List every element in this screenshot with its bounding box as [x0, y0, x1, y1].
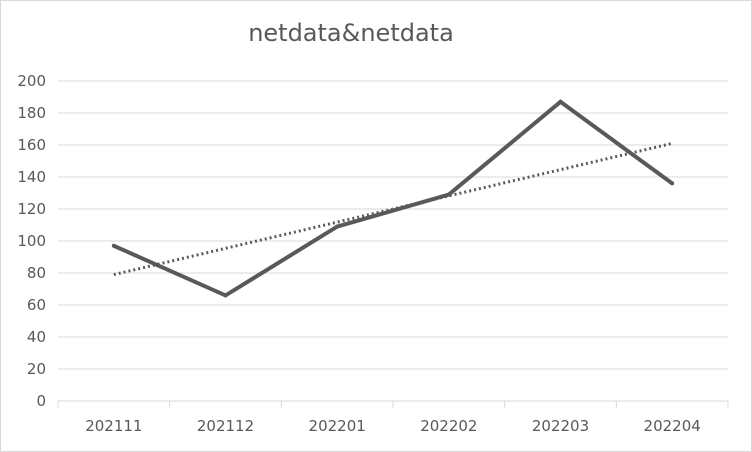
x-tick-label: 202202: [420, 417, 477, 435]
y-tick-label: 40: [27, 328, 46, 346]
data-point: [335, 224, 340, 229]
data-point: [223, 293, 228, 298]
data-point: [558, 99, 563, 104]
y-tick-label: 60: [27, 296, 46, 314]
y-tick-label: 160: [17, 136, 46, 154]
y-tick-label: 20: [27, 360, 46, 378]
x-tick-label: 202203: [532, 417, 589, 435]
series-line-0: [113, 99, 674, 298]
y-tick-label: 120: [17, 200, 46, 218]
y-axis-tick-labels: 0 20 40 60 80 100 120 140 160 180 200: [17, 72, 46, 410]
data-point: [670, 181, 675, 186]
y-tick-label: 140: [17, 168, 46, 186]
x-tick-label: 202112: [197, 417, 254, 435]
x-axis: [57, 400, 729, 408]
y-tick-label: 80: [27, 264, 46, 282]
x-tick-label: 202111: [85, 417, 142, 435]
series-layer: [111, 99, 675, 298]
y-tick-label: 200: [17, 72, 46, 90]
data-point: [446, 192, 451, 197]
y-tick-label: 0: [36, 392, 46, 410]
gridlines: [58, 80, 728, 370]
data-point: [111, 243, 116, 248]
x-tick-label: 202201: [309, 417, 366, 435]
y-tick-label: 180: [17, 104, 46, 122]
y-tick-label: 100: [17, 232, 46, 250]
x-axis-tick-labels: 202111 202112 202201 202202 202203 202204: [85, 417, 701, 435]
chart-title: netdata&netdata: [248, 19, 454, 47]
x-tick-label: 202204: [644, 417, 701, 435]
